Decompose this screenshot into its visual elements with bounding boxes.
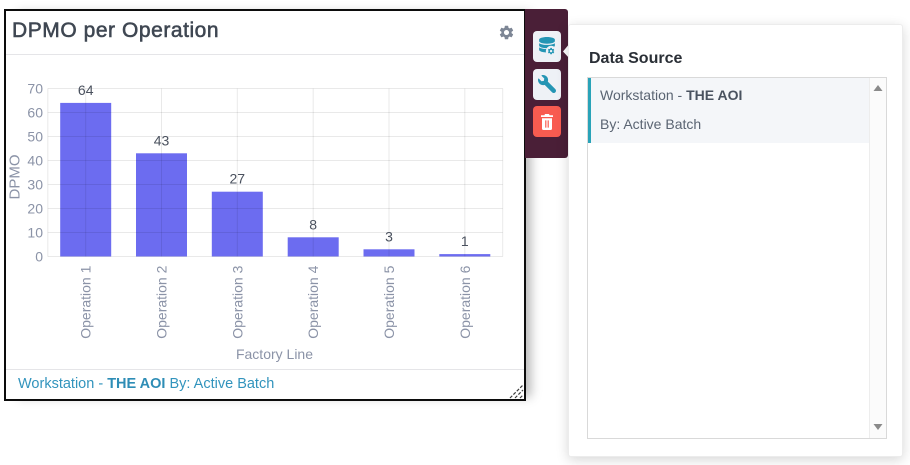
svg-text:Operation 2: Operation 2 bbox=[154, 265, 170, 338]
svg-text:3: 3 bbox=[385, 228, 393, 244]
svg-text:Operation 5: Operation 5 bbox=[381, 265, 397, 338]
svg-text:Operation 6: Operation 6 bbox=[457, 265, 473, 338]
svg-text:8: 8 bbox=[309, 216, 317, 232]
svg-text:60: 60 bbox=[27, 104, 43, 120]
svg-text:1: 1 bbox=[461, 233, 469, 249]
svg-text:43: 43 bbox=[154, 132, 170, 148]
svg-text:64: 64 bbox=[78, 82, 94, 98]
svg-text:DPMO: DPMO bbox=[7, 155, 24, 200]
svg-text:0: 0 bbox=[35, 248, 43, 264]
svg-text:40: 40 bbox=[27, 152, 43, 168]
svg-text:30: 30 bbox=[27, 176, 43, 192]
svg-text:70: 70 bbox=[27, 80, 43, 96]
svg-text:Operation 4: Operation 4 bbox=[305, 265, 321, 338]
svg-text:10: 10 bbox=[27, 224, 43, 240]
svg-text:27: 27 bbox=[230, 171, 246, 187]
svg-text:Operation 3: Operation 3 bbox=[229, 265, 245, 338]
svg-text:20: 20 bbox=[27, 200, 43, 216]
svg-text:50: 50 bbox=[27, 128, 43, 144]
svg-text:Operation 1: Operation 1 bbox=[78, 265, 94, 338]
svg-text:Factory Line: Factory Line bbox=[236, 346, 313, 362]
